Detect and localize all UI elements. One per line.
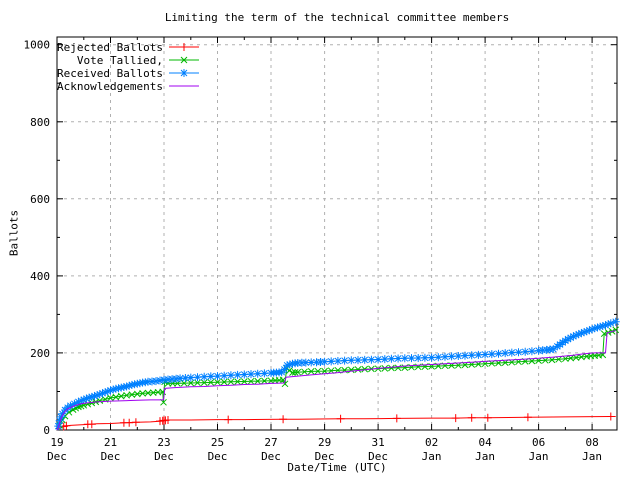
legend-item-vote-tallied: Vote Tallied,: [57, 54, 201, 67]
svg-text:1000: 1000: [24, 39, 51, 52]
svg-text:02: 02: [425, 436, 438, 449]
series-line-vote-tallied: [56, 329, 616, 431]
svg-text:29: 29: [318, 436, 331, 449]
legend-item-acknowledgements: Acknowledgements: [57, 80, 201, 93]
x-tick-labels: 19Dec21Dec23Dec25Dec27Dec29Dec31Dec02Jan…: [47, 436, 602, 463]
legend-item-received-ballots: Received Ballots: [57, 67, 201, 80]
legend-label: Received Ballots: [57, 67, 163, 80]
svg-text:Dec: Dec: [47, 450, 67, 463]
y-tick-labels: 0 200 400 600 800 1000: [24, 39, 51, 437]
legend-sample-line: [169, 43, 199, 51]
grid-lines: [57, 37, 617, 430]
series-line-received-ballots: [56, 321, 616, 431]
series-markers-received-ballots: [54, 317, 620, 431]
legend-sample-line: [169, 85, 199, 87]
legend-label: Rejected Ballots: [57, 41, 163, 54]
chart-title: Limiting the term of the technical commi…: [164, 11, 510, 24]
svg-text:Dec: Dec: [368, 450, 388, 463]
svg-text:21: 21: [104, 436, 117, 449]
series-line-acknowledgements: [56, 330, 616, 431]
svg-text:Jan: Jan: [582, 450, 602, 463]
svg-text:31: 31: [371, 436, 384, 449]
series-markers-vote-tallied: [56, 326, 620, 429]
legend-item-rejected-ballots: Rejected Ballots: [57, 41, 201, 54]
svg-text:Dec: Dec: [261, 450, 281, 463]
x-axis-label: Date/Time (UTC): [287, 461, 387, 474]
svg-text:Jan: Jan: [475, 450, 495, 463]
svg-text:200: 200: [30, 347, 50, 360]
series-markers-rejected-ballots: [59, 412, 615, 431]
legend-sample-line: [169, 69, 199, 77]
svg-text:23: 23: [157, 436, 170, 449]
svg-text:Jan: Jan: [529, 450, 549, 463]
axis-border: [56, 36, 618, 431]
svg-text:Dec: Dec: [208, 450, 228, 463]
svg-text:08: 08: [585, 436, 598, 449]
svg-text:Dec: Dec: [154, 450, 174, 463]
svg-text:600: 600: [30, 193, 50, 206]
svg-text:Jan: Jan: [422, 450, 442, 463]
svg-text:19: 19: [50, 436, 63, 449]
svg-text:800: 800: [30, 116, 50, 129]
series-line-rejected-ballots: [56, 416, 616, 431]
legend-label: Acknowledgements: [57, 80, 163, 93]
svg-text:04: 04: [478, 436, 492, 449]
svg-text:0: 0: [43, 424, 50, 437]
svg-text:Dec: Dec: [101, 450, 121, 463]
svg-text:400: 400: [30, 270, 50, 283]
svg-text:Dec: Dec: [315, 450, 335, 463]
svg-text:06: 06: [532, 436, 545, 449]
svg-text:25: 25: [211, 436, 224, 449]
svg-text:27: 27: [264, 436, 277, 449]
legend: Rejected Ballots Vote Tallied, Received …: [57, 41, 201, 93]
legend-label: Vote Tallied,: [76, 54, 163, 67]
legend-sample-line: [169, 56, 199, 64]
